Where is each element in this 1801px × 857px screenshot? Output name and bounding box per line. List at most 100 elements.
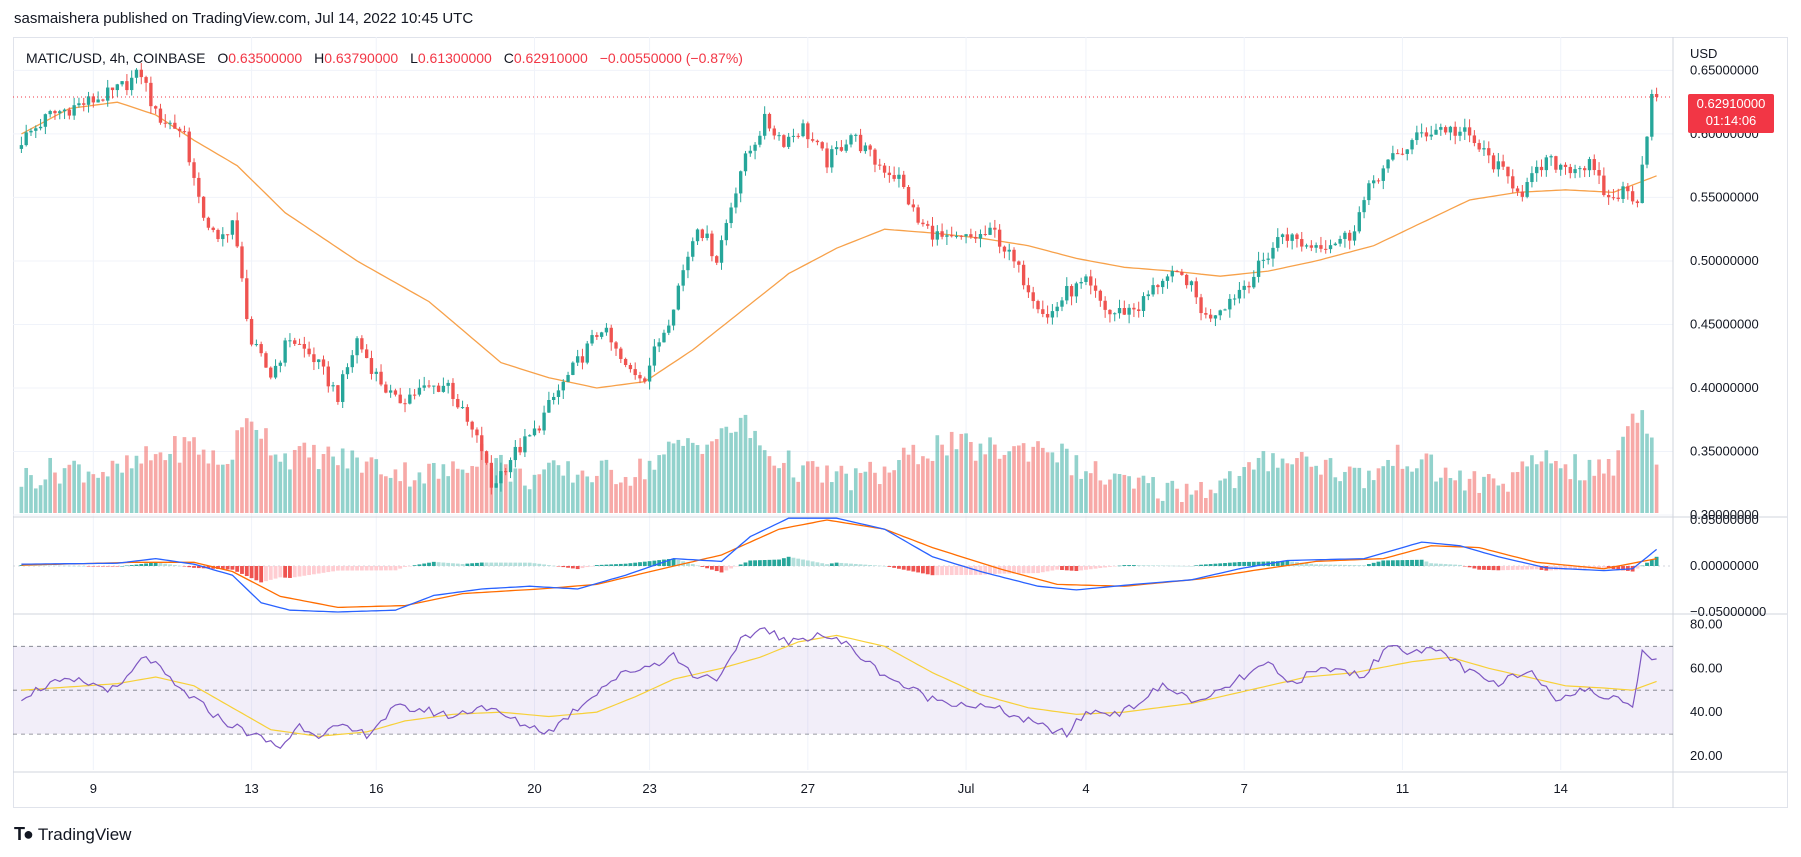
macd-histogram-bar <box>796 558 801 566</box>
volume-bar <box>556 465 561 513</box>
volume-bar <box>983 454 988 513</box>
candle-body <box>1319 245 1323 249</box>
candle-body <box>1544 157 1548 171</box>
candle-body <box>134 69 139 78</box>
macd-histogram-bar <box>1251 561 1256 566</box>
macd-histogram-bar <box>1055 566 1060 570</box>
volume-bar <box>384 476 388 513</box>
candle-body <box>34 128 38 131</box>
candle-body <box>72 105 76 116</box>
candle-body <box>408 394 412 404</box>
candle-body <box>417 387 422 395</box>
volume-bar <box>460 469 465 513</box>
candle-body <box>1630 191 1635 202</box>
macd-histogram-bar <box>791 557 796 566</box>
macd-histogram-bar <box>1165 565 1170 567</box>
macd-histogram-bar <box>292 566 297 578</box>
volume-bar <box>743 414 748 513</box>
candle-body <box>1587 159 1592 171</box>
candle-body <box>863 145 868 152</box>
candle-body <box>1189 281 1194 286</box>
macd-histogram-bar <box>148 562 153 566</box>
macd-histogram-bar <box>374 566 379 571</box>
volume-bar <box>254 429 259 513</box>
macd-histogram-bar <box>527 562 532 566</box>
candle-body <box>312 354 316 363</box>
candle-body <box>959 235 963 237</box>
macd-histogram-bar <box>825 564 829 566</box>
candle-body <box>528 435 532 437</box>
volume-bar <box>1055 462 1060 513</box>
candle-body <box>523 436 527 453</box>
candle-body <box>1026 285 1031 293</box>
candle-body <box>249 318 254 345</box>
volume-bar <box>407 486 412 513</box>
macd-histogram-bar <box>1093 566 1098 569</box>
macd-histogram-bar <box>714 566 719 572</box>
macd-histogram-bar <box>1021 566 1026 574</box>
macd-histogram-bar <box>690 564 695 566</box>
macd-histogram-bar <box>863 564 868 566</box>
candle-body <box>24 132 28 146</box>
volume-bar <box>129 468 134 513</box>
volume-bar <box>710 441 714 513</box>
volume-bar <box>1496 485 1501 513</box>
macd-histogram-bar <box>518 562 523 566</box>
volume-bar <box>1017 445 1021 513</box>
volume-bar <box>767 456 772 513</box>
macd-histogram-bar <box>1141 565 1146 566</box>
candle-body <box>1007 249 1011 252</box>
macd-histogram-bar <box>964 566 968 575</box>
volume-bar <box>782 462 786 513</box>
macd-histogram-bar <box>882 566 887 567</box>
volume-bar <box>542 469 546 513</box>
y-tick-label: 0.30000000 <box>1690 507 1759 522</box>
candle-body <box>115 84 119 91</box>
candle-body <box>1563 164 1568 167</box>
volume-bar <box>163 460 168 513</box>
candle-body <box>681 270 685 286</box>
tradingview-logo[interactable]: T● TradingView <box>14 824 131 845</box>
volume-bar <box>964 433 968 513</box>
macd-histogram-bar <box>997 566 1002 574</box>
moving-average-line <box>21 101 1657 389</box>
macd-histogram-bar <box>695 565 700 566</box>
macd-histogram-bar <box>441 562 446 566</box>
volume-bar <box>825 465 829 513</box>
volume-bar <box>1343 471 1347 513</box>
volume-bar <box>19 486 24 513</box>
macd-histogram-bar <box>767 559 772 566</box>
candle-body <box>619 348 623 359</box>
symbol-info[interactable]: MATIC/USD, 4h, COINBASE <box>26 50 206 66</box>
candle-body <box>388 390 393 393</box>
macd-histogram-bar <box>590 566 594 567</box>
volume-bar <box>355 457 359 513</box>
volume-bar <box>53 472 57 513</box>
candle-body <box>609 327 613 343</box>
candle-body <box>1074 283 1079 297</box>
volume-bar <box>671 443 676 513</box>
volume-bar <box>1649 437 1654 513</box>
volume-bar <box>1194 490 1199 513</box>
volume-bar <box>422 483 427 513</box>
candle-body <box>782 135 786 147</box>
candle-body <box>1156 285 1160 288</box>
candle-body <box>1017 261 1021 265</box>
volume-bar <box>134 455 139 513</box>
candle-body <box>614 342 618 349</box>
volume-bar <box>388 477 393 513</box>
macd-histogram-bar <box>489 562 494 566</box>
volume-bar <box>561 475 566 513</box>
macd-histogram-bar <box>992 566 997 574</box>
macd-histogram-bar <box>225 566 230 570</box>
candle-body <box>1424 132 1429 137</box>
candle-body <box>58 111 62 114</box>
macd-histogram-bar <box>1160 565 1165 567</box>
macd-histogram-bar <box>1635 566 1640 569</box>
candle-body <box>623 358 628 366</box>
macd-histogram-bar <box>43 565 48 566</box>
macd-histogram-bar <box>1218 563 1223 566</box>
macd-histogram-bar <box>1060 566 1064 571</box>
macd-histogram-bar <box>220 566 225 570</box>
